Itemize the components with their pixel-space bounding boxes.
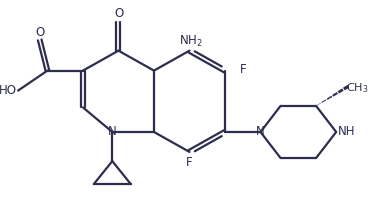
Text: F: F [186, 156, 193, 169]
Text: O: O [35, 26, 44, 39]
Text: HO: HO [0, 84, 17, 97]
Text: O: O [115, 7, 124, 20]
Text: N: N [256, 125, 265, 138]
Text: NH$_2$: NH$_2$ [179, 34, 203, 49]
Text: N: N [108, 125, 117, 138]
Text: CH$_3$: CH$_3$ [346, 81, 368, 95]
Text: NH: NH [338, 125, 355, 138]
Text: F: F [240, 63, 246, 76]
